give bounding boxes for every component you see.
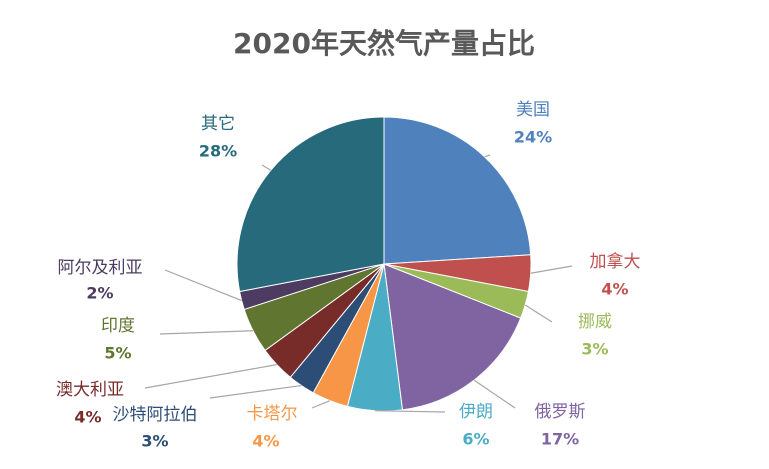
value-label: 4% <box>252 432 279 451</box>
slice-label: 印度 <box>101 316 135 336</box>
value-label: 4% <box>74 408 101 427</box>
value-label: 4% <box>601 280 628 299</box>
value-label: 28% <box>199 142 237 161</box>
pie-slice <box>383 263 522 411</box>
slice-label: 其它 <box>201 114 235 134</box>
leader-line <box>311 400 331 409</box>
leader-line <box>530 265 573 274</box>
leader-line <box>144 364 277 389</box>
value-label: 3% <box>581 340 608 359</box>
slice-label: 沙特阿拉伯 <box>113 405 198 425</box>
leader-line <box>374 410 446 413</box>
value-label: 24% <box>514 128 552 147</box>
slice-label: 俄罗斯 <box>535 402 586 422</box>
slice-label: 伊朗 <box>459 402 493 422</box>
leader-line <box>524 304 553 323</box>
slice-label: 澳大利亚 <box>56 380 124 400</box>
value-label: 2% <box>86 284 113 303</box>
slice-label: 阿尔及利亚 <box>58 258 143 278</box>
value-label: 3% <box>141 432 168 451</box>
chart-title: 2020年天然气产量占比 <box>233 27 535 60</box>
slice-label: 挪威 <box>578 312 612 332</box>
value-label: 17% <box>541 430 579 449</box>
slice-label: 加拿大 <box>590 251 641 272</box>
leader-line <box>473 379 516 409</box>
leader-line <box>484 154 491 158</box>
value-label: 5% <box>104 344 131 363</box>
leader-line <box>209 384 302 399</box>
value-label: 6% <box>462 430 489 449</box>
slice-label: 卡塔尔 <box>247 404 298 424</box>
pie-slice <box>236 116 385 293</box>
slice-label: 美国 <box>516 100 550 120</box>
leader-line <box>261 164 272 171</box>
leader-line <box>159 330 254 335</box>
leader-line <box>164 269 242 302</box>
